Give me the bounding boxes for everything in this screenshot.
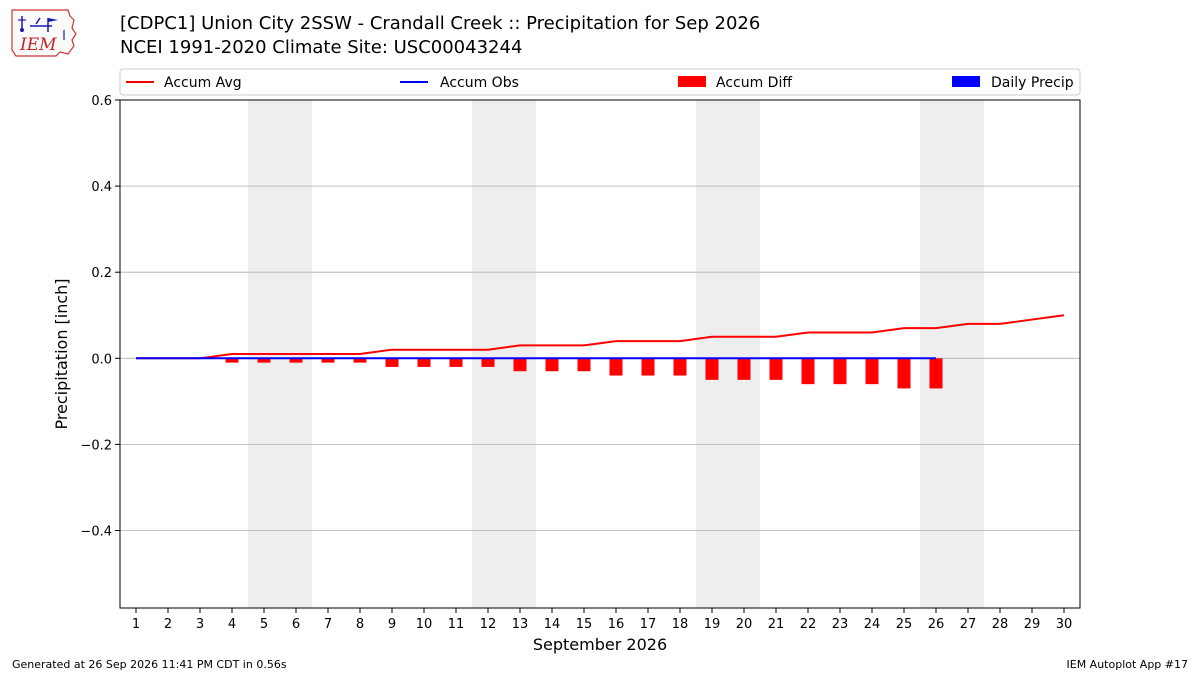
weekend-band <box>472 100 536 608</box>
x-tick-label: 6 <box>292 617 300 632</box>
accum-diff-bar <box>545 358 559 372</box>
x-tick-label: 17 <box>640 617 657 632</box>
x-tick-label: 28 <box>992 617 1009 632</box>
accum-diff-bar <box>289 358 303 363</box>
accum-diff-bar <box>481 358 495 367</box>
y-tick-label: 0.6 <box>91 94 112 109</box>
x-tick-label: 18 <box>672 617 689 632</box>
legend-label: Accum Obs <box>440 75 519 91</box>
legend-label: Accum Avg <box>164 75 242 91</box>
accum-diff-bar <box>833 358 847 385</box>
x-tick-label: 12 <box>480 617 497 632</box>
x-tick-label: 26 <box>928 617 945 632</box>
x-tick-label: 21 <box>768 617 785 632</box>
accum-diff-bar <box>353 358 367 363</box>
y-tick-label: −0.2 <box>80 438 112 453</box>
chart-title: [CDPC1] Union City 2SSW - Crandall Creek… <box>120 13 761 34</box>
accum-diff-bar <box>417 358 431 367</box>
x-tick-label: 25 <box>896 617 913 632</box>
x-tick-label: 24 <box>864 617 881 632</box>
app-label: IEM Autoplot App #17 <box>1066 658 1189 671</box>
plot-frame <box>119 99 1081 609</box>
accum-diff-bar <box>321 358 335 363</box>
y-axis-label: Precipitation [inch] <box>52 278 71 429</box>
x-tick-label: 7 <box>324 617 332 632</box>
legend-box <box>119 68 1081 96</box>
accum-diff-bar <box>705 358 719 380</box>
y-tick-label: 0.0 <box>91 352 112 367</box>
accum-diff-bar <box>385 358 399 367</box>
accum-diff-bar <box>897 358 911 389</box>
accum-diff-bar <box>641 358 655 376</box>
x-tick-label: 27 <box>960 617 977 632</box>
x-tick-label: 16 <box>608 617 625 632</box>
generated-timestamp: Generated at 26 Sep 2026 11:41 PM CDT in… <box>12 658 287 671</box>
legend-label: Accum Diff <box>716 75 792 91</box>
logo-text: IEM <box>19 35 57 55</box>
accum-diff-bar <box>865 358 879 385</box>
y-tick-label: 0.4 <box>91 180 112 195</box>
x-tick-label: 20 <box>736 617 753 632</box>
x-tick-label: 10 <box>416 617 433 632</box>
weekend-band <box>920 100 984 608</box>
x-tick-label: 14 <box>544 617 561 632</box>
x-axis-label: September 2026 <box>533 635 667 654</box>
x-tick-label: 29 <box>1024 617 1041 632</box>
legend-label: Daily Precip <box>991 75 1074 91</box>
accum-diff-bar <box>769 358 783 380</box>
x-tick-label: 23 <box>832 617 849 632</box>
chart-subtitle: NCEI 1991-2020 Climate Site: USC00043244 <box>120 37 523 58</box>
x-tick-label: 8 <box>356 617 364 632</box>
accum-diff-bar <box>737 358 751 380</box>
accum-diff-bar <box>257 358 271 363</box>
accum-diff-bar <box>801 358 815 385</box>
x-tick-label: 15 <box>576 617 593 632</box>
legend-swatch <box>952 76 980 87</box>
y-tick-label: 0.2 <box>91 266 112 281</box>
x-tick-label: 19 <box>704 617 721 632</box>
x-tick-label: 9 <box>388 617 396 632</box>
accum-diff-bar <box>929 358 943 389</box>
accum-diff-bar <box>673 358 687 376</box>
x-tick-label: 3 <box>196 617 204 632</box>
x-tick-label: 1 <box>132 617 140 632</box>
y-tick-label: −0.4 <box>80 525 112 540</box>
accum-diff-bar <box>449 358 463 367</box>
weekend-band <box>696 100 760 608</box>
x-tick-label: 2 <box>164 617 172 632</box>
accum-avg-line <box>136 314 1065 360</box>
x-tick-label: 13 <box>512 617 529 632</box>
accum-diff-bar <box>225 358 239 363</box>
accum-diff-bar <box>609 358 623 376</box>
x-tick-label: 30 <box>1056 617 1073 632</box>
legend-swatch <box>678 76 706 87</box>
iem-logo: IEM <box>11 9 77 57</box>
accum-diff-bar <box>513 358 527 372</box>
x-tick-label: 11 <box>448 617 465 632</box>
x-tick-label: 22 <box>800 617 817 632</box>
x-tick-label: 4 <box>228 617 236 632</box>
x-tick-label: 5 <box>260 617 268 632</box>
accum-diff-bar <box>577 358 591 372</box>
